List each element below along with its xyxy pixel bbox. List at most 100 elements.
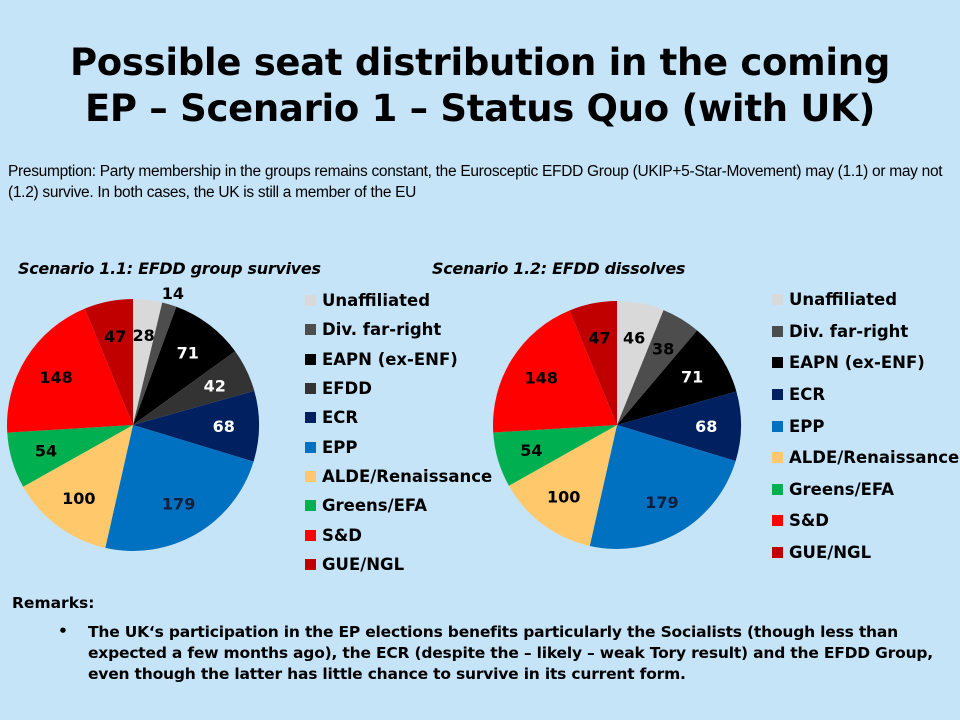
legend-swatch: [772, 452, 783, 464]
data-label: 47: [588, 328, 610, 347]
title-line-2: EP – Scenario 1 – Status Quo (with UK): [84, 87, 876, 130]
pie-slice-ecr: [617, 391, 742, 462]
remarks-text: The UK‘s participation in the EP electio…: [88, 623, 933, 683]
data-label: 100: [547, 488, 580, 507]
legend-label: Greens/EFA: [789, 479, 895, 499]
data-label: 47: [104, 327, 126, 346]
legend-item: Div. far-right: [305, 315, 492, 344]
data-label: 68: [213, 417, 235, 436]
legend-item: GUE/NGL: [305, 550, 492, 579]
data-label: 179: [645, 493, 678, 512]
pie-slice-div-far-right: [617, 310, 698, 425]
legend-item: ECR: [772, 379, 959, 411]
legend-item: EFDD: [305, 374, 492, 403]
pie-slice-unaffiliated: [617, 301, 664, 425]
legend-swatch: [772, 420, 783, 432]
pie-slice-s-d: [7, 308, 133, 433]
data-label: 179: [162, 494, 195, 513]
legend-item: EPP: [305, 432, 492, 461]
legend-label: Div. far-right: [322, 320, 442, 340]
data-label: 100: [62, 489, 95, 508]
legend-swatch: [305, 558, 316, 570]
legend-swatch: [772, 547, 783, 559]
pie-slice-gue-ngl: [84, 299, 133, 425]
legend-item: Unaffiliated: [305, 286, 492, 315]
legend-label: ALDE/Renaissance: [789, 448, 960, 468]
chart-2-legend: Unaffiliated Div. far-right EAPN (ex-ENF) E…: [772, 284, 959, 568]
legend-label: ECR: [322, 408, 359, 428]
legend-item: EAPN (ex-ENF): [772, 347, 959, 379]
pie-slice-epp: [589, 425, 736, 549]
pie-slice-div-far-right: [133, 302, 177, 425]
legend-swatch: [305, 295, 316, 307]
title-line-1: Possible seat distribution in the coming: [69, 41, 891, 84]
chart-2-title: Scenario 1.2: EFDD dissolves: [432, 259, 686, 278]
legend-label: S&D: [789, 511, 829, 531]
legend-item: Div. far-right: [772, 316, 959, 348]
data-label: 148: [39, 368, 72, 387]
legend-swatch: [772, 483, 783, 495]
legend-label: S&D: [322, 525, 362, 545]
legend-item: Greens/EFA: [772, 474, 959, 506]
data-label: 71: [177, 344, 199, 363]
bullet-marker: •: [58, 622, 68, 640]
legend-label: GUE/NGL: [789, 543, 872, 563]
legend-label: ECR: [789, 385, 826, 405]
pie-slice-s-d: [492, 310, 617, 433]
legend-item: Unaffiliated: [772, 284, 959, 316]
pie-slice-greens-efa: [7, 425, 133, 487]
legend-item: ECR: [305, 403, 492, 432]
pie-slice-eapn-ex-enf-: [617, 330, 737, 425]
legend-swatch: [305, 529, 316, 541]
legend-swatch: [305, 500, 316, 512]
remarks-heading: Remarks:: [12, 594, 95, 612]
pie-slice-alde-renaissance: [23, 425, 134, 548]
data-label: 28: [132, 326, 154, 345]
legend-item: EAPN (ex-ENF): [305, 345, 492, 374]
legend-swatch: [305, 441, 316, 453]
legend-label: Unaffiliated: [789, 290, 898, 310]
legend-item: S&D: [305, 520, 492, 549]
data-label: 71: [681, 368, 703, 387]
pie-slice-unaffiliated: [133, 299, 163, 425]
legend-swatch: [772, 294, 783, 306]
legend-label: EPP: [322, 437, 358, 457]
pie-slice-greens-efa: [493, 425, 617, 486]
data-label: 42: [204, 377, 226, 396]
data-label: 38: [652, 340, 674, 359]
legend-label: GUE/NGL: [322, 554, 405, 574]
legend-swatch: [772, 357, 783, 369]
data-label: 148: [525, 369, 558, 388]
legend-swatch: [305, 412, 316, 424]
legend-label: ALDE/Renaissance: [322, 466, 493, 486]
legend-swatch: [305, 353, 316, 365]
data-label: 54: [35, 442, 57, 461]
legend-swatch: [772, 515, 783, 527]
legend-label: Div. far-right: [789, 321, 909, 341]
pie-slice-epp: [105, 425, 254, 551]
legend-label: EAPN (ex-ENF): [322, 349, 458, 369]
legend-swatch: [772, 389, 783, 401]
legend-item: GUE/NGL: [772, 537, 959, 569]
legend-label: Unaffiliated: [322, 291, 431, 311]
chart-1-legend: Unaffiliated Div. far-right EAPN (ex-ENF) E…: [305, 286, 492, 579]
legend-swatch: [305, 324, 316, 336]
legend-item: EPP: [772, 410, 959, 442]
chart-1-title: Scenario 1.1: EFDD group survives: [18, 259, 321, 278]
legend-label: Greens/EFA: [322, 496, 428, 516]
pie-slice-alde-renaissance: [508, 425, 617, 546]
legend-label: EPP: [789, 416, 825, 436]
pie-slice-eapn-ex-enf-: [133, 306, 236, 425]
legend-item: ALDE/Renaissance: [772, 442, 959, 474]
presumption-text: Presumption: Party membership in the gro…: [8, 163, 943, 201]
data-label: 46: [623, 328, 645, 347]
data-label: 68: [695, 417, 717, 436]
legend-item: Greens/EFA: [305, 491, 492, 520]
page-title: Possible seat distribution in the coming…: [0, 40, 960, 132]
pie-slice-ecr: [133, 390, 260, 462]
data-label: 54: [520, 441, 542, 460]
pie-slice-gue-ngl: [569, 301, 617, 425]
legend-item: S&D: [772, 505, 959, 537]
legend-item: ALDE/Renaissance: [305, 462, 492, 491]
